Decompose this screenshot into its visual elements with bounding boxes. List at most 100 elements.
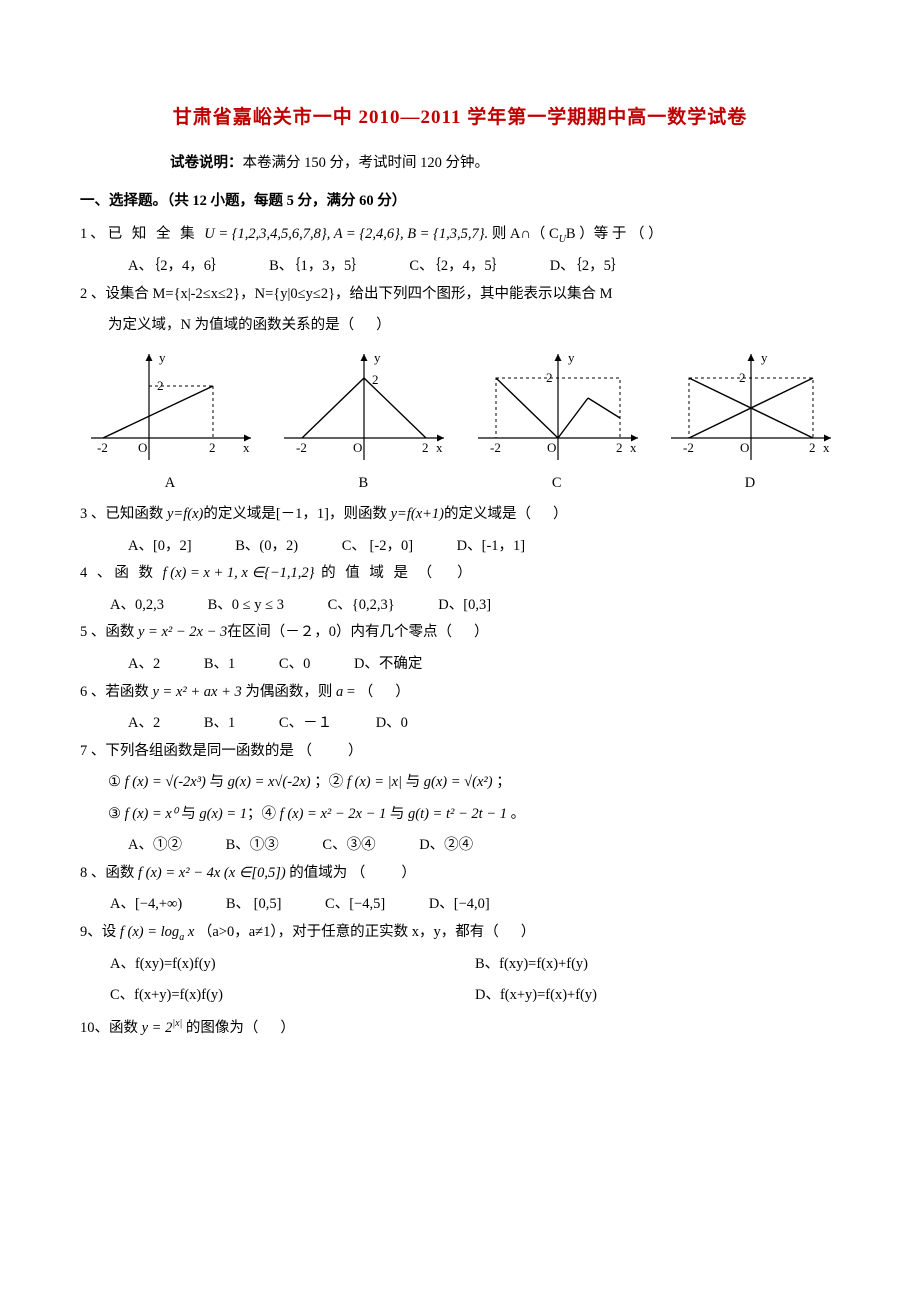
q10-end: ） (280, 1020, 295, 1036)
q8-end: ） (401, 865, 416, 881)
q7-line2: ③ f (x) = x⁰ 与 g(x) = 1；④ f (x) = x² − 2… (80, 801, 840, 829)
instruction-body: 本卷满分 150 分，考试时间 120 分钟。 (243, 155, 490, 171)
q8-t: 8 、函数 (80, 865, 138, 881)
q9-expr2: x (184, 924, 194, 940)
svg-text:y: y (761, 350, 768, 365)
q3-mid: 的定义域是[－1，1]，则函数 (203, 506, 390, 522)
question-6: 6 、若函数 y = x² + ax + 3 为偶函数，则 a = （） (80, 679, 840, 707)
q7-l2g: 与 (386, 806, 408, 822)
q7-end: ） (348, 743, 363, 759)
q2-label-c: C (552, 470, 562, 498)
q1-tail: 则 A∩（ C (492, 226, 559, 242)
q1-expr: U = {1,2,3,4,5,6,7,8}, A = {2,4,6}, B = … (204, 226, 488, 242)
q6-options: A、2 B、1 C、－１ D、0 (80, 710, 840, 738)
question-2-line1: 2 、设集合 M={x|-2≤x≤2}，N={y|0≤y≤2}，给出下列四个图形… (80, 281, 840, 309)
q9-options: A、f(xy)=f(x)f(y) B、f(xy)=f(x)+f(y) C、f(x… (80, 951, 840, 1014)
q5-t: 5 、函数 (80, 624, 138, 640)
q3-opt-c: C、 [-2，0] (342, 538, 413, 554)
q9-opt-d: D、f(x+y)=f(x)+f(y) (475, 982, 840, 1010)
q5-opt-a: A、2 (128, 656, 160, 672)
svg-text:y: y (568, 350, 575, 365)
q2-graph-d: x y O -2 2 2 D (660, 348, 840, 498)
q1-opt-a: A、｛2，4，6｝ (128, 258, 225, 274)
q7-l2d: g(x) = 1 (199, 806, 247, 822)
q1-sub: U (559, 234, 566, 245)
svg-text:O: O (740, 440, 749, 455)
q8-expr: f (x) = x² − 4x (x ∈[0,5]) (138, 865, 286, 881)
q9-opt-c: C、f(x+y)=f(x)f(y) (110, 982, 475, 1010)
question-10: 10、函数 y = 2|x| 的图像为（） (80, 1014, 840, 1042)
q2-l2b: ） (376, 317, 391, 333)
svg-text:2: 2 (209, 440, 216, 455)
q7-l1c: 与 (206, 774, 228, 790)
q2-l2a: 为定义域，N 为值域的函数关系的是（ (108, 317, 354, 333)
q7-line1: ① f (x) = √(-2x³) 与 g(x) = x√(-2x) ；② f … (80, 769, 840, 797)
q6-end: ） (395, 684, 410, 700)
question-2-line2: 为定义域，N 为值域的函数关系的是（ ） (80, 312, 840, 340)
svg-text:-2: -2 (490, 440, 501, 455)
q7-l2b: f (x) = x⁰ (125, 806, 178, 822)
svg-text:x: x (436, 440, 443, 455)
svg-text:2: 2 (372, 372, 379, 387)
q7-options: A、①② B、①③ C、③④ D、②④ (80, 832, 840, 860)
q4-end: 的 值 域 是 （ (314, 565, 435, 581)
q9-t: 9、设 (80, 924, 120, 940)
svg-text:x: x (243, 440, 250, 455)
question-1: 1、已 知 全 集 U = {1,2,3,4,5,6,7,8}, A = {2,… (80, 221, 840, 249)
svg-text:y: y (374, 350, 381, 365)
graph-b-svg: x y O -2 2 2 (274, 348, 452, 468)
q1-opt-c: C、｛2，4，5｝ (409, 258, 506, 274)
q7-opt-d: D、②④ (419, 837, 473, 853)
q4-t: 4 、函 数 (80, 565, 163, 581)
q7-l2f: f (x) = x² − 2x − 1 (280, 806, 387, 822)
svg-text:O: O (353, 440, 362, 455)
q2-graph-c: x y O -2 2 2 C (467, 348, 647, 498)
question-3: 3 、已知函数 y=f(x)的定义域是[－1，1]，则函数 y=f(x+1)的定… (80, 501, 840, 529)
q7-l1h: g(x) = √(x²) (424, 774, 493, 790)
q5-options: A、2 B、1 C、0 D、不确定 (80, 651, 840, 679)
svg-text:-2: -2 (296, 440, 307, 455)
q7-t: 7 、下列各组函数是同一函数的是 （ (80, 743, 312, 759)
q5-opt-b: B、1 (204, 656, 235, 672)
q7-l1b: f (x) = √(-2x³) (125, 774, 206, 790)
q7-l1f: f (x) = |x| (347, 774, 402, 790)
q4-opt-c: C、{0,2,3} (328, 597, 395, 613)
q7-l1e: ；② (311, 774, 347, 790)
q5-end: ） (474, 624, 489, 640)
graph-c-svg: x y O -2 2 2 (468, 348, 646, 468)
q6-opt-b: B、1 (204, 715, 235, 731)
svg-text:x: x (823, 440, 830, 455)
q5-expr: y = x² − 2x − 3 (138, 624, 227, 640)
q9-opt-b: B、f(xy)=f(x)+f(y) (475, 951, 840, 979)
q8-opt-b: B、 [0,5] (226, 896, 282, 912)
svg-text:2: 2 (422, 440, 429, 455)
q3-end: 的定义域是（ (444, 506, 531, 522)
q2-graphs: x y O -2 2 2 A x y O -2 (80, 348, 840, 498)
svg-text:2: 2 (616, 440, 623, 455)
q4-end2: ） (457, 565, 472, 581)
question-7: 7 、下列各组函数是同一函数的是 （ ） (80, 738, 840, 766)
q5-mid: 在区间（－２，0）内有几个零点（ (227, 624, 452, 640)
section-1-heading: 一、选择题。（共 12 小题，每题 5 分，满分 60 分） (80, 188, 840, 216)
q1-prefix: 1、已 知 全 集 (80, 226, 204, 242)
q6-expr: y = x² + ax + 3 (153, 684, 242, 700)
q7-l2c: 与 (178, 806, 200, 822)
question-8: 8 、函数 f (x) = x² − 4x (x ∈[0,5]) 的值域为 （ ） (80, 860, 840, 888)
q7-l1g: 与 (402, 774, 424, 790)
q1-opt-b: B、｛1，3，5｝ (269, 258, 366, 274)
question-4: 4 、函 数 f (x) = x + 1, x ∈{−1,1,2} 的 值 域 … (80, 560, 840, 588)
q7-opt-b: B、①③ (226, 837, 279, 853)
q3-opt-a: A、[0，2] (128, 538, 192, 554)
q2-label-b: B (358, 470, 368, 498)
q1-options: A、｛2，4，6｝ B、｛1，3，5｝ C、｛2，4，5｝ D、｛2，5｝ (80, 253, 840, 281)
q9-end: ） (521, 924, 536, 940)
q8-opt-a: A、[−4,+∞) (110, 896, 182, 912)
q7-l1a: ① (108, 774, 125, 790)
q3-options: A、[0，2] B、(0，2) C、 [-2，0] D、[-1，1] (80, 533, 840, 561)
page-title: 甘肃省嘉峪关市一中 2010—2011 学年第一学期期中高一数学试卷 (80, 100, 840, 136)
q2-label-a: A (165, 470, 175, 498)
q8-mid: 的值域为 （ (286, 865, 366, 881)
q2-graph-a: x y O -2 2 2 A (80, 348, 260, 498)
svg-text:x: x (630, 440, 637, 455)
graph-d-svg: x y O -2 2 2 (661, 348, 839, 468)
